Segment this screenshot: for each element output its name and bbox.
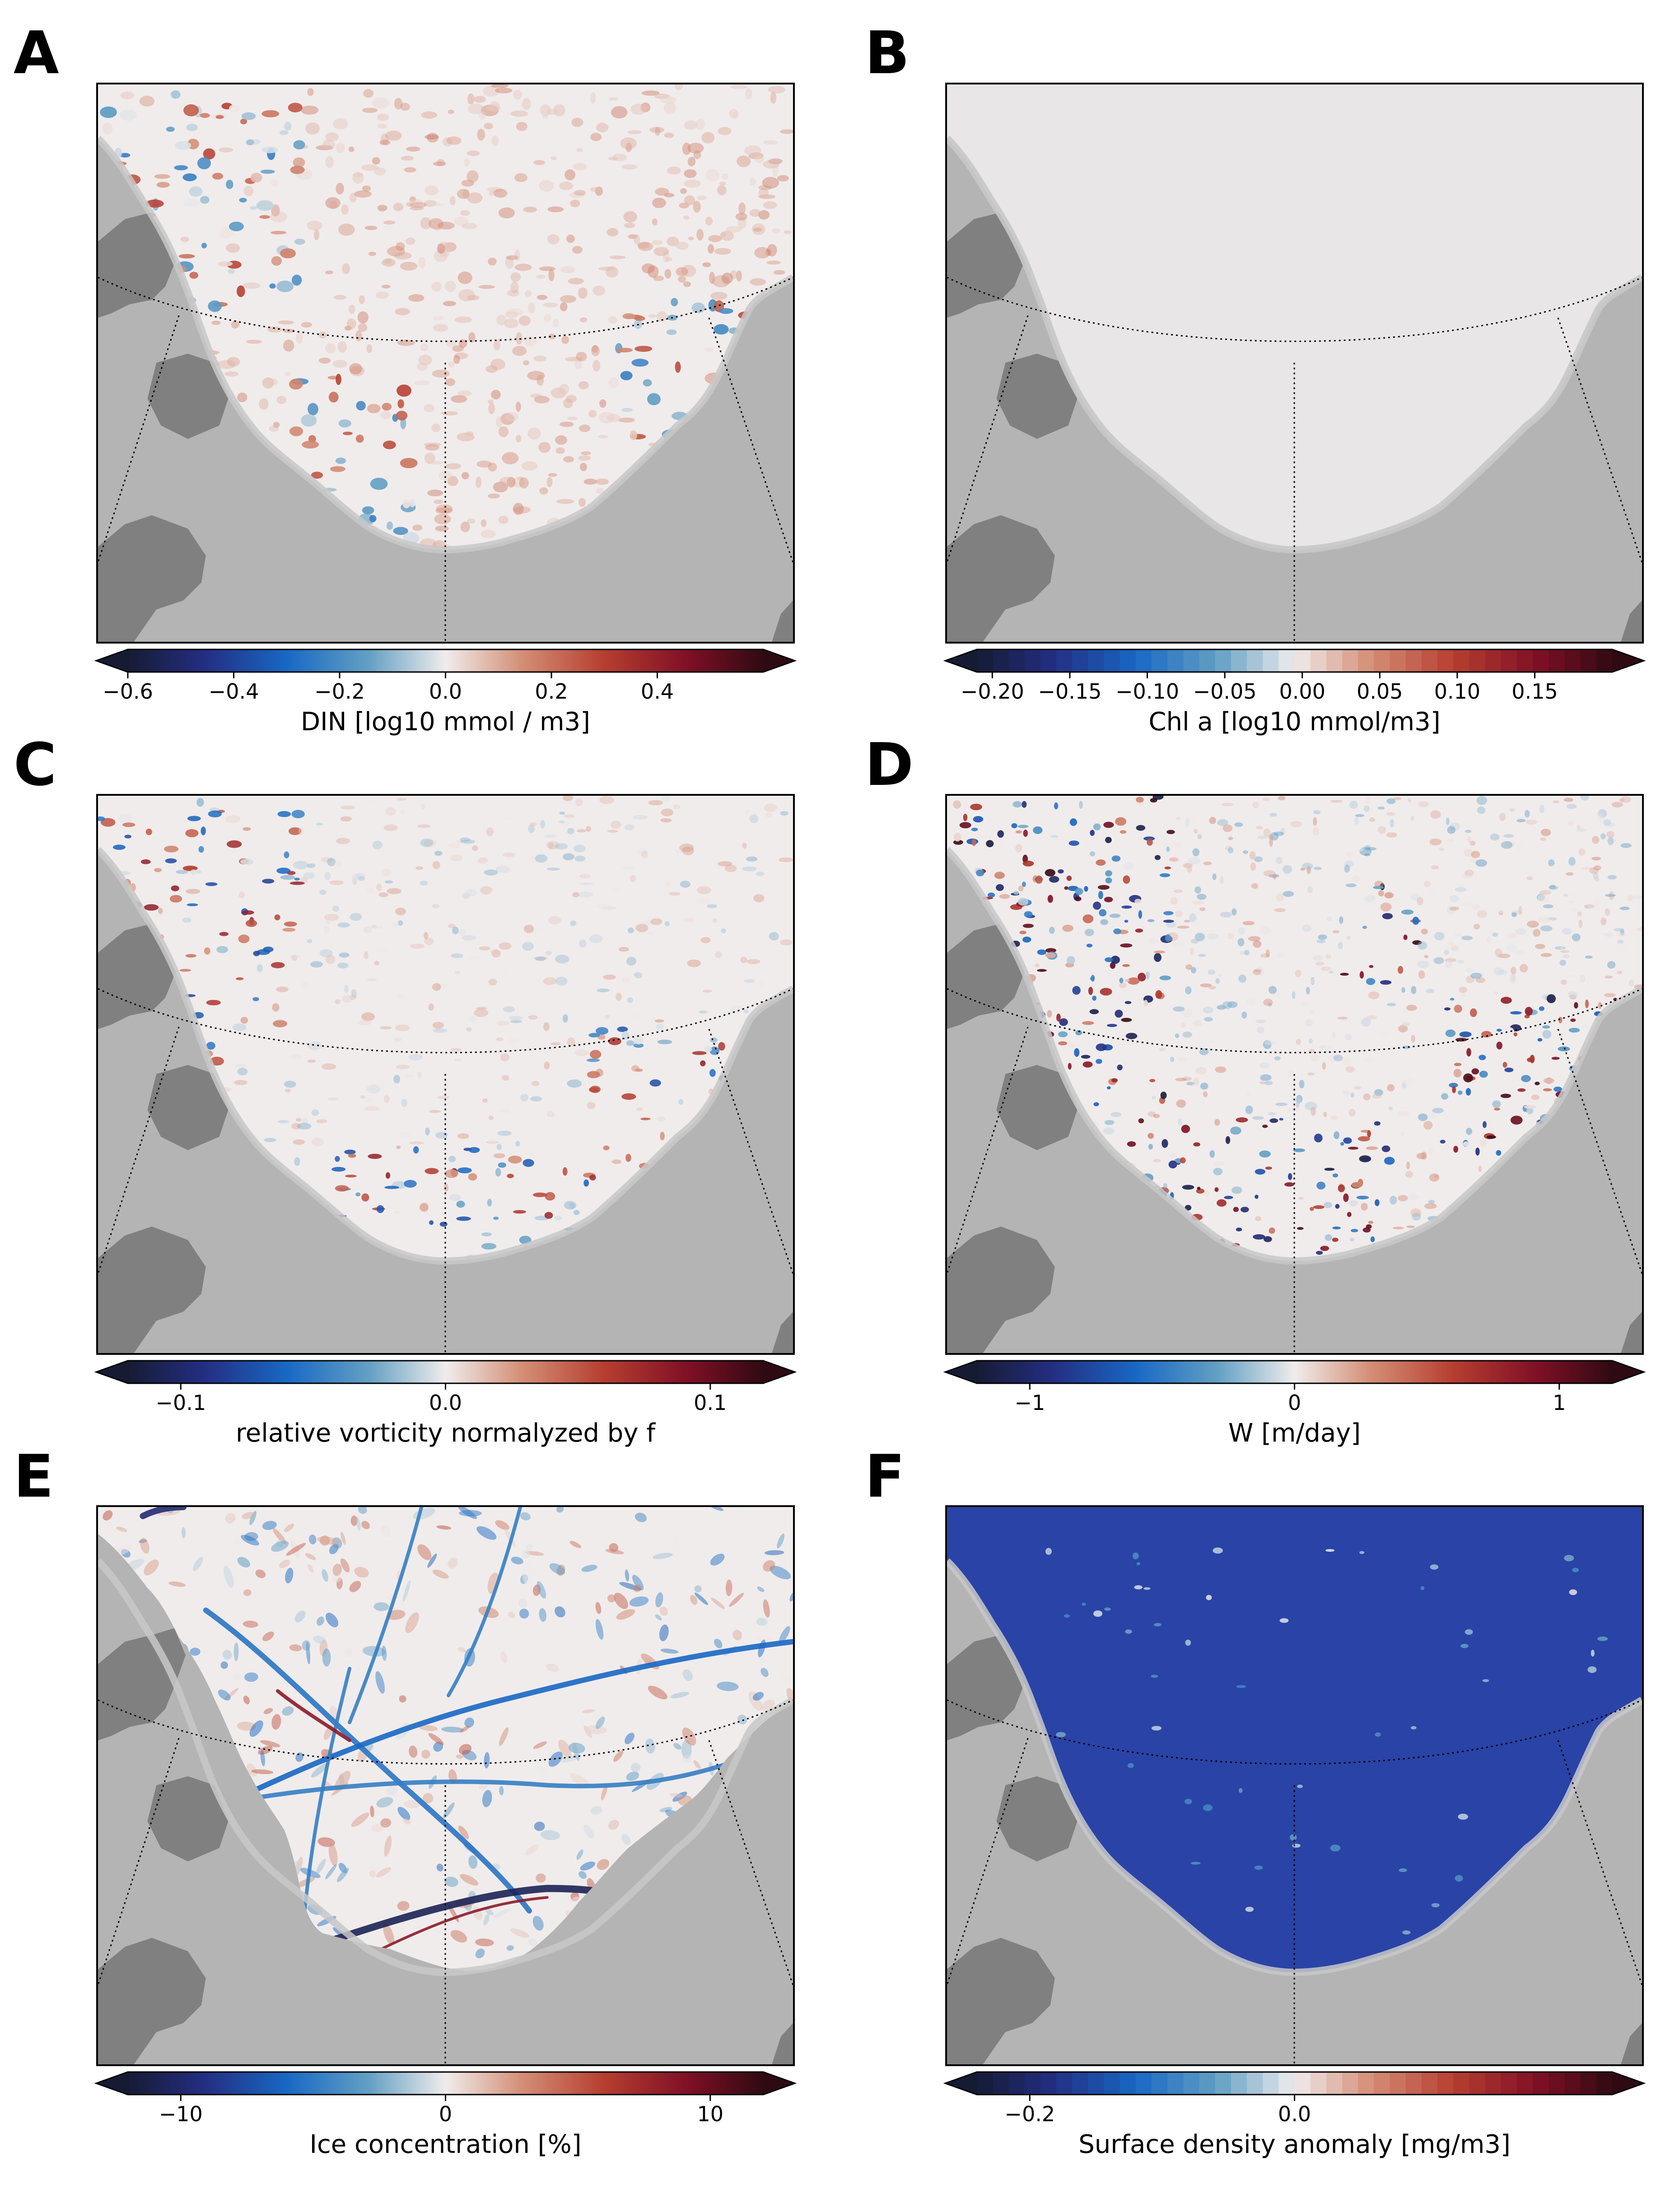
colorbar-tick-label: −0.10	[1115, 679, 1179, 704]
colorbar-tick-label: 0.4	[640, 679, 674, 704]
colorbar-label-b: Chl a [log10 mmol/m3]	[1148, 707, 1441, 737]
colorbar-tick-label: 1	[1553, 1391, 1566, 1415]
colorbar-tick-label: 0.1	[694, 1391, 727, 1415]
colorbar-svg-b	[943, 649, 1646, 678]
panel-letter-a: A	[14, 19, 59, 87]
colorbar-tick-label: 0.00	[1279, 679, 1325, 704]
colorbar-b: Chl a [log10 mmol/m3] −0.20 −0.15 −0.10 −0.0…	[943, 649, 1646, 737]
colorbar-a: DIN [log10 mmol / m3] −0.6 −0.4 −0.2 0.0 0.2 0…	[94, 649, 797, 737]
colorbar-svg-a	[94, 649, 797, 678]
colorbar-label-c: relative vorticity normalyzed by f	[236, 1419, 655, 1448]
colorbar-tick-label: 10	[697, 2102, 724, 2126]
colorbar-tick-label: −1	[1014, 1391, 1045, 1415]
colorbar-tick-label: −0.4	[208, 679, 259, 704]
map-panel-d	[945, 794, 1644, 1355]
colorbar-label-e: Ice concentration [%]	[309, 2130, 582, 2159]
colorbar-svg-c	[94, 1360, 797, 1390]
panel-letter-e: E	[14, 1442, 54, 1511]
map-svg-b	[947, 84, 1642, 642]
map-panel-b	[945, 83, 1644, 644]
colorbar-tick-label: −0.05	[1193, 679, 1257, 704]
colorbar-tick-label: −0.20	[960, 679, 1024, 704]
map-svg-f	[947, 1507, 1642, 2064]
map-panel-c	[96, 794, 795, 1355]
map-svg-c	[98, 796, 793, 1353]
map-svg-a	[98, 84, 793, 642]
colorbar-svg-e	[94, 2071, 797, 2101]
map-panel-a	[96, 83, 795, 644]
colorbar-label-a: DIN [log10 mmol / m3]	[300, 707, 591, 737]
colorbar-tick-label: 0	[439, 2102, 453, 2126]
colorbar-tick-label: 0.05	[1357, 679, 1403, 704]
map-panel-e	[96, 1505, 795, 2066]
colorbar-c: relative vorticity normalyzed by f −0.1 0.…	[94, 1360, 797, 1448]
colorbar-tick-label: −0.15	[1038, 679, 1102, 704]
colorbar-svg-d	[943, 1360, 1646, 1390]
colorbar-tick-label: 0	[1288, 1391, 1302, 1415]
map-svg-d	[947, 796, 1642, 1353]
colorbar-tick-label: −0.2	[314, 679, 365, 704]
colorbar-tick-label: 0.10	[1434, 679, 1481, 704]
panel-letter-c: C	[14, 730, 57, 799]
colorbar-label-f: Surface density anomaly [mg/m3]	[1078, 2130, 1511, 2159]
colorbar-tick-label: 0.0	[429, 1391, 462, 1415]
colorbar-d: W [m/day] −1 0 1	[943, 1360, 1646, 1448]
panel-letter-d: D	[865, 730, 914, 799]
map-panel-f	[945, 1505, 1644, 2066]
colorbar-tick-label: −0.2	[1004, 2102, 1055, 2126]
colorbar-svg-f	[943, 2071, 1646, 2101]
colorbar-tick-label: 0.2	[535, 679, 568, 704]
colorbar-f: Surface density anomaly [mg/m3] −0.2 0.0	[943, 2071, 1646, 2159]
panel-letter-b: B	[865, 19, 910, 87]
colorbar-label-d: W [m/day]	[1228, 1419, 1361, 1448]
colorbar-tick-label: −10	[159, 2102, 203, 2126]
colorbar-tick-label: −0.1	[155, 1391, 206, 1415]
colorbar-tick-label: −0.6	[103, 679, 153, 704]
map-svg-e	[98, 1507, 793, 2064]
colorbar-tick-label: 0.0	[429, 679, 462, 704]
colorbar-e: Ice concentration [%] −10 0 10	[94, 2071, 797, 2159]
panel-letter-f: F	[865, 1442, 905, 1511]
colorbar-tick-label: 0.15	[1512, 679, 1558, 704]
colorbar-tick-label: 0.0	[1278, 2102, 1311, 2126]
